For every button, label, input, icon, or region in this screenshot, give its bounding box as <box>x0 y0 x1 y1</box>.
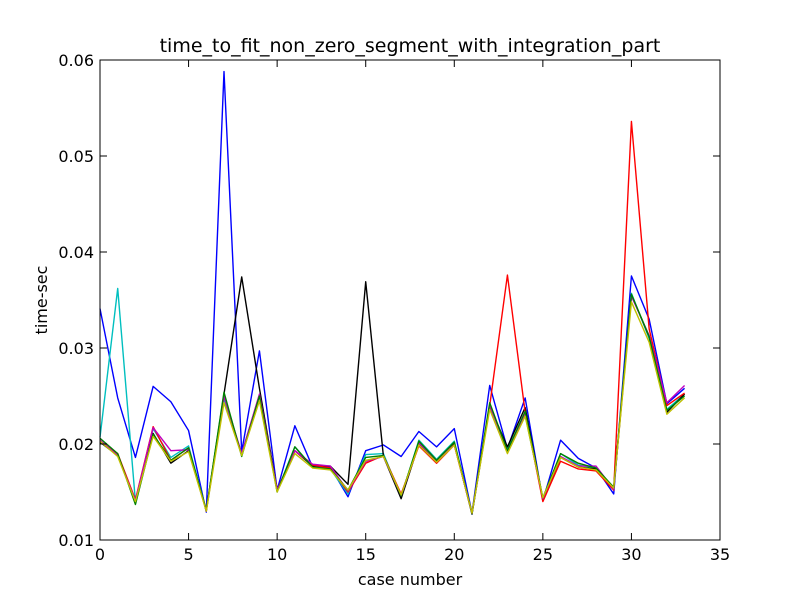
x-tick-label: 0 <box>95 545 105 564</box>
y-axis-title: time-sec <box>32 266 51 335</box>
x-tick-label: 25 <box>533 545 553 564</box>
y-tick-label: 0.01 <box>58 531 94 550</box>
series-line-7 <box>99 301 686 514</box>
x-tick-label: 30 <box>621 545 641 564</box>
plot-frame <box>99 59 721 541</box>
chart-title: time_to_fit_non_zero_segment_with_integr… <box>160 35 661 57</box>
y-tick-label: 0.04 <box>58 243 94 262</box>
x-tick-label: 10 <box>267 545 287 564</box>
tick-layer: 0 5 10 15 20 25 30 35 0.01 0.02 0.03 0.04 0.05 0.06 <box>58 51 730 564</box>
y-tick-label: 0.05 <box>58 147 94 166</box>
series-layer <box>99 70 686 515</box>
x-axis-title: case number <box>358 570 463 589</box>
y-tick-label: 0.02 <box>58 435 94 454</box>
x-tick-label: 15 <box>356 545 376 564</box>
x-tick-label: 20 <box>444 545 464 564</box>
series-line-1 <box>99 70 686 514</box>
y-tick-label: 0.03 <box>58 339 94 358</box>
x-tick-label: 5 <box>183 545 193 564</box>
y-tick-label: 0.06 <box>58 51 94 70</box>
x-tick-label: 35 <box>710 545 730 564</box>
